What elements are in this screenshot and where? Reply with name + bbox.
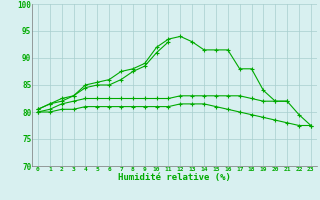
- X-axis label: Humidité relative (%): Humidité relative (%): [118, 173, 231, 182]
